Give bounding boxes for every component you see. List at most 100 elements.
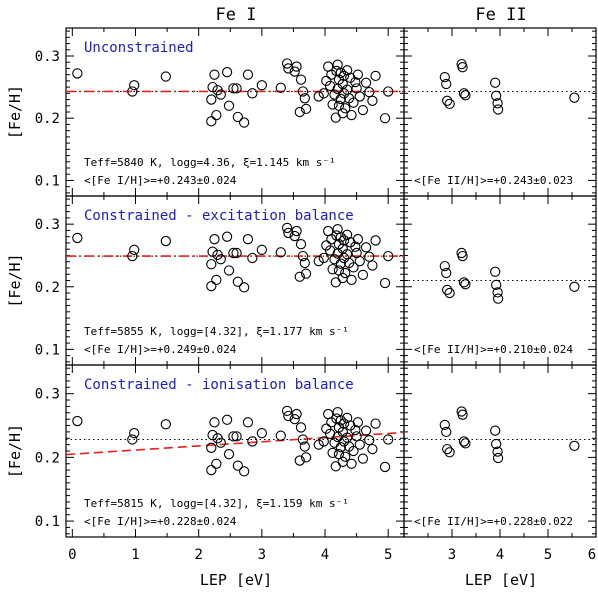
fe1-point bbox=[327, 264, 338, 275]
fe1-point bbox=[239, 282, 250, 293]
fe1-point bbox=[129, 428, 140, 439]
fe1-point bbox=[283, 410, 294, 422]
fe2-point bbox=[569, 92, 580, 103]
fe1-point bbox=[209, 234, 220, 245]
x-axis-label-fe1: LEP [eV] bbox=[200, 571, 272, 589]
fe1-point bbox=[357, 269, 369, 281]
fe1-point bbox=[360, 425, 372, 436]
fe1-point bbox=[370, 235, 381, 246]
fe1-point bbox=[318, 252, 329, 264]
fe1-point bbox=[321, 423, 332, 434]
column-title-fe2: Fe II bbox=[475, 5, 526, 25]
x-tick-label-fe1: 4 bbox=[321, 547, 329, 563]
y-tick-label: 0.1 bbox=[35, 342, 60, 358]
y-tick-label: 0.3 bbox=[35, 217, 60, 233]
fe1-point bbox=[256, 244, 268, 255]
fe1-point bbox=[360, 77, 372, 88]
fe1-point bbox=[297, 250, 309, 262]
fe1-point bbox=[295, 74, 307, 85]
fe1-point bbox=[354, 439, 365, 450]
fe1-point bbox=[232, 460, 243, 471]
fe1-point bbox=[228, 247, 239, 259]
fe1-point bbox=[313, 255, 324, 267]
fe2-point bbox=[492, 452, 504, 464]
fe1-point bbox=[370, 418, 381, 429]
fe1-point bbox=[275, 247, 286, 258]
fe1-point bbox=[300, 268, 312, 279]
fe1-point bbox=[340, 451, 351, 462]
fe2-point bbox=[457, 62, 468, 73]
fe1-point bbox=[350, 424, 361, 436]
fe1-mean-text: <[Fe I/H]>=+0.243±0.024 bbox=[84, 174, 237, 187]
fe1-point bbox=[160, 235, 171, 247]
fe2-point bbox=[457, 250, 468, 262]
x-tick-label-fe1: 5 bbox=[384, 547, 392, 563]
fe1-point bbox=[297, 86, 309, 97]
fe2-point bbox=[491, 279, 502, 291]
fe1-point bbox=[281, 58, 293, 69]
x-tick-label-fe1: 2 bbox=[194, 547, 202, 563]
fe1-point bbox=[367, 260, 378, 271]
fe2-point bbox=[492, 287, 503, 298]
fe1-point bbox=[367, 95, 378, 106]
y-tick-label: 0.2 bbox=[35, 450, 60, 466]
fe1-point bbox=[215, 437, 226, 448]
fe1-point bbox=[313, 91, 324, 102]
fe1-point bbox=[330, 277, 341, 288]
fe1-point bbox=[206, 280, 217, 292]
fe2-point bbox=[439, 260, 450, 272]
fe1-point bbox=[129, 80, 140, 91]
x-tick-label-fe2: 6 bbox=[588, 547, 596, 563]
fe1-point bbox=[211, 109, 222, 121]
fe1-point bbox=[360, 242, 372, 253]
x-tick-label-fe2: 3 bbox=[448, 547, 456, 563]
fe1-point bbox=[364, 435, 375, 446]
fe1-point bbox=[281, 405, 293, 417]
fe1-point bbox=[242, 234, 254, 245]
fe2-point bbox=[458, 436, 470, 447]
fe1-point bbox=[221, 67, 233, 78]
fe1-point bbox=[335, 442, 346, 453]
x-axis-label-fe2: LEP [eV] bbox=[465, 571, 537, 589]
fe1-point bbox=[346, 109, 357, 121]
y-tick-label: 0.2 bbox=[35, 280, 60, 296]
y-tick-label: 0.3 bbox=[35, 387, 60, 403]
fe2-point bbox=[442, 443, 453, 455]
fe1-point bbox=[338, 70, 350, 82]
fe2-point bbox=[492, 293, 504, 304]
fe1-point bbox=[281, 222, 293, 234]
fe2-point bbox=[458, 277, 470, 288]
fe1-point bbox=[72, 68, 83, 79]
fe1-point bbox=[215, 89, 226, 100]
fe2-point bbox=[444, 287, 455, 299]
fe1-fit-line bbox=[65, 431, 405, 456]
fe1-point bbox=[299, 441, 310, 452]
x-tick-label-fe1: 0 bbox=[68, 547, 76, 563]
fe1-point bbox=[223, 449, 235, 460]
fe1-point bbox=[247, 252, 258, 264]
x-tick-label-fe2: 4 bbox=[496, 547, 504, 563]
fe1-point bbox=[294, 455, 305, 466]
fe1-point bbox=[231, 431, 242, 442]
fe1-point bbox=[330, 461, 341, 472]
plot-frame-fe2 bbox=[403, 27, 597, 197]
fe1-point bbox=[223, 100, 235, 111]
fe1-point bbox=[330, 112, 341, 123]
fe1-point bbox=[346, 458, 357, 469]
fe1-point bbox=[242, 417, 254, 428]
fe1-point bbox=[364, 251, 375, 262]
fe1-point bbox=[221, 414, 233, 425]
fe2-point bbox=[444, 98, 455, 110]
fe1-point bbox=[207, 246, 218, 257]
y-axis-label: [Fe/H] bbox=[6, 253, 24, 307]
plot-frame-fe2 bbox=[403, 364, 597, 538]
fe1-point bbox=[291, 61, 302, 72]
y-tick-label: 0.3 bbox=[35, 49, 60, 65]
fe1-point bbox=[354, 91, 365, 102]
fe1-point bbox=[379, 461, 391, 473]
fe1-point bbox=[215, 254, 226, 265]
fe1-point bbox=[211, 274, 222, 286]
fe2-mean-text: <[Fe II/H]>=+0.228±0.022 bbox=[414, 515, 573, 528]
fe1-point bbox=[207, 429, 218, 441]
fe1-point bbox=[232, 111, 243, 123]
